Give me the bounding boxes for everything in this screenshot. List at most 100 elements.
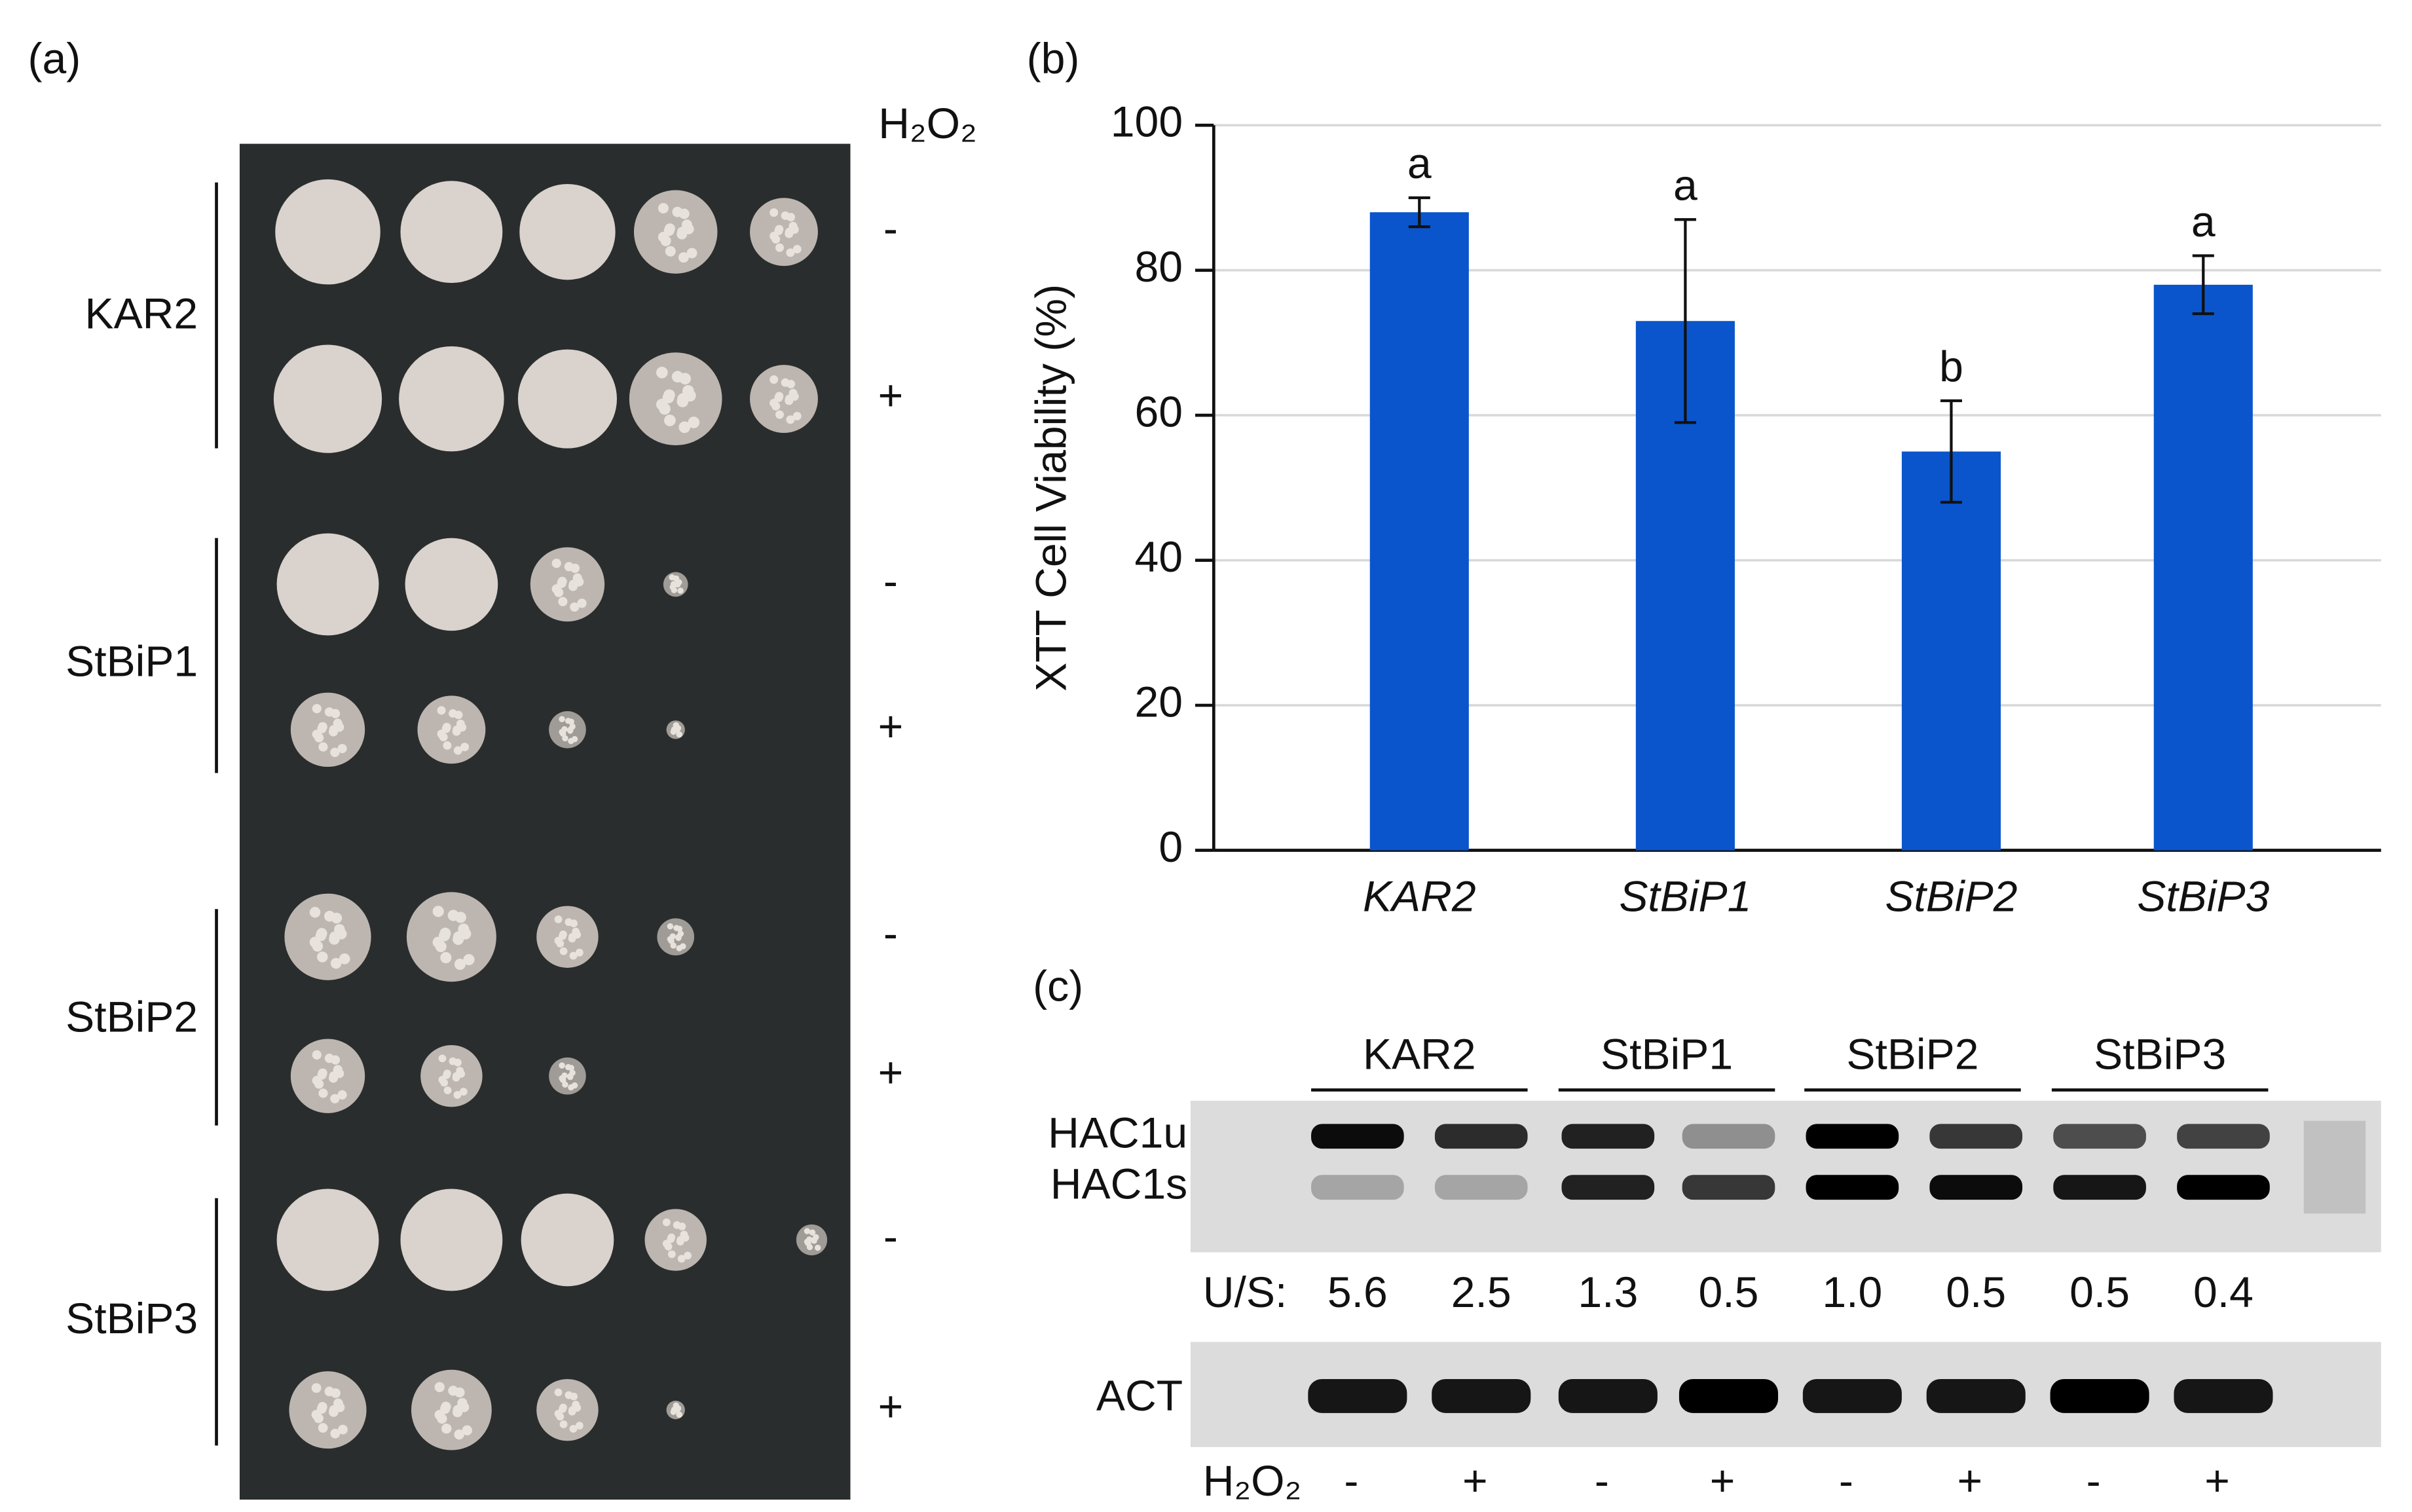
colony-grain <box>318 1423 328 1433</box>
colony-grain <box>443 1086 452 1094</box>
y-axis-label: XTT Cell Viability (%) <box>1028 284 1076 691</box>
ratio-value: 5.6 <box>1327 1268 1388 1317</box>
colony-grain <box>337 744 347 754</box>
band-act <box>1432 1378 1531 1413</box>
colony-grain <box>570 919 578 928</box>
y-tick-label: 60 <box>1135 388 1183 437</box>
ratio-value: 0.4 <box>2193 1268 2254 1317</box>
colony-grain <box>809 1229 816 1236</box>
colony-grain <box>676 579 682 585</box>
colony <box>420 1044 483 1107</box>
colony-grain <box>318 722 327 731</box>
colony-grain <box>665 246 676 257</box>
colony-grain <box>441 1401 451 1412</box>
colony-grain <box>312 1050 322 1060</box>
band-hac1u <box>1806 1124 1899 1149</box>
colony <box>629 352 722 445</box>
band-hac1u <box>1434 1124 1528 1149</box>
colony-grain <box>568 737 574 745</box>
colony-grain <box>686 248 697 259</box>
colony-grain <box>675 725 682 731</box>
colony-grain <box>454 958 466 970</box>
colony-grain <box>455 912 466 923</box>
colony <box>399 346 504 452</box>
colony-grain <box>678 421 691 433</box>
colony-grain <box>775 225 784 234</box>
colony-grain <box>770 231 779 240</box>
colony-grain <box>667 1233 676 1242</box>
colony-grain <box>557 576 567 586</box>
panel-label: (b) <box>1027 35 1080 83</box>
panel-label: (a) <box>28 35 81 83</box>
band-hac1u <box>2177 1124 2270 1149</box>
colony-grain <box>441 1423 452 1434</box>
strain-label: StBiP3 <box>65 1295 198 1343</box>
bar <box>2153 284 2253 851</box>
row-sign: + <box>878 372 904 420</box>
colony-grain <box>786 248 795 257</box>
colony-grain <box>438 1054 447 1063</box>
ratio-value: 1.3 <box>1578 1268 1638 1317</box>
colony-grain <box>551 559 561 568</box>
colony-grain <box>438 1076 447 1084</box>
ratio-value: 2.5 <box>1451 1268 1512 1317</box>
colony-grain <box>573 931 582 939</box>
colony-grain <box>811 1238 817 1244</box>
colony-grain <box>559 716 565 722</box>
colony-grain <box>317 951 328 963</box>
colony <box>417 695 486 764</box>
colony-grain <box>331 1388 341 1398</box>
colony-grain <box>439 927 451 939</box>
y-tick-label: 100 <box>1111 98 1183 147</box>
band-hac1s <box>1434 1175 1528 1200</box>
colony-grain <box>440 951 452 964</box>
colony-grain <box>575 1422 584 1430</box>
colony-grain <box>330 709 341 718</box>
colony <box>644 1209 707 1271</box>
colony-grain <box>463 953 475 966</box>
colony <box>536 1378 599 1441</box>
colony-grain <box>667 936 674 942</box>
y-tick-label: 80 <box>1135 243 1183 291</box>
colony-grain <box>330 1428 341 1439</box>
colony-grain <box>770 375 779 384</box>
band-hac1u <box>1682 1124 1775 1149</box>
colony-grain <box>658 202 669 213</box>
row-sign: - <box>883 910 898 958</box>
colony-grain <box>338 1424 348 1435</box>
colony-grain <box>775 243 784 252</box>
colony-grain <box>570 602 580 612</box>
colony-grain <box>667 1250 676 1259</box>
x-tick-label: StBiP1 <box>1619 873 1751 921</box>
colony-grain <box>437 706 446 715</box>
row-sign: - <box>883 557 898 606</box>
band-hac1s <box>2053 1175 2146 1200</box>
lane-sign: + <box>1710 1457 1735 1505</box>
band-hac1s <box>1311 1175 1404 1200</box>
band-hac1s <box>1561 1175 1655 1200</box>
colony-grain <box>432 936 444 948</box>
colony-grain <box>790 392 799 401</box>
colony-grain <box>683 223 694 234</box>
colony-grain <box>554 936 563 945</box>
colony-grain <box>316 928 327 939</box>
colony-grain <box>577 599 587 608</box>
colony-grain <box>814 1244 821 1251</box>
colony-grain <box>671 587 678 593</box>
colony-grain <box>792 245 802 254</box>
colony <box>273 344 382 453</box>
colony-grain <box>664 415 676 426</box>
colony-grain <box>775 410 784 419</box>
colony-grain <box>684 390 696 402</box>
colony-grain <box>688 416 700 428</box>
colony-grain <box>662 1240 671 1248</box>
colony <box>633 190 718 274</box>
colony-grain <box>566 1074 574 1080</box>
colony <box>275 179 380 285</box>
panel-label: (c) <box>1033 962 1083 1010</box>
colony <box>405 538 498 631</box>
colony-grain <box>568 718 574 725</box>
ratio-value: 0.5 <box>2069 1268 2130 1317</box>
x-tick-label: StBiP2 <box>1885 873 2017 921</box>
band-hac1s <box>1682 1175 1775 1200</box>
